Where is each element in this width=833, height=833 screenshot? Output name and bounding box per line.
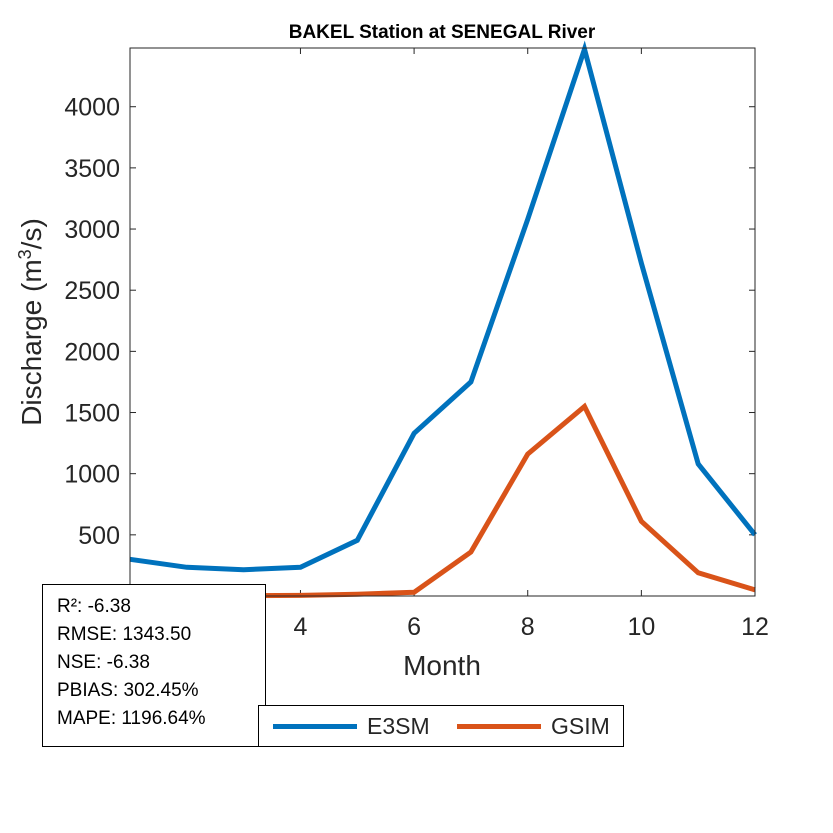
y-tick-label: 2000 (64, 338, 120, 366)
y-tick-label: 3000 (64, 216, 120, 244)
x-tick-label: 10 (627, 613, 655, 641)
legend-label-gsim: GSIM (551, 712, 610, 739)
axes-frame (129, 47, 756, 597)
x-tick-label: 4 (294, 613, 308, 641)
y-tick-label: 1500 (64, 400, 120, 428)
x-axis-label: Month (403, 650, 481, 681)
series-line-e3sm (129, 40, 757, 573)
y-tick-label: 1000 (64, 461, 120, 489)
y-tick-label: 4000 (64, 94, 120, 122)
chart-title: BAKEL Station at SENEGAL River (289, 22, 596, 43)
x-axis: 4 6 8 10 12 (294, 48, 769, 641)
legend-swatch-gsim (457, 723, 541, 729)
legend-swatch-e3sm (273, 723, 357, 729)
legend-item-gsim: GSIM (457, 706, 610, 746)
stat-nse: NSE: -6.38 (57, 652, 150, 673)
x-tick-label: 8 (521, 613, 535, 641)
stat-mape: MAPE: 1196.64% (57, 708, 206, 729)
statistics-box: R²: -6.38 RMSE: 1343.50 NSE: -6.38 PBIAS… (42, 584, 266, 747)
y-tick-label: 2500 (64, 277, 120, 305)
x-tick-label: 12 (741, 613, 769, 641)
x-tick-label: 6 (407, 613, 421, 641)
stat-r2: R²: -6.38 (57, 596, 131, 617)
plot-area (129, 40, 757, 599)
legend-label-e3sm: E3SM (367, 712, 430, 739)
y-axis: 500 1000 1500 2000 2500 3000 3500 4000 (64, 94, 755, 550)
stat-rmse: RMSE: 1343.50 (57, 624, 192, 645)
y-tick-label: 500 (78, 522, 120, 550)
y-axis-label: Discharge (m3/s) (15, 218, 47, 426)
stat-pbias: PBIAS: 302.45% (57, 680, 199, 701)
y-tick-label: 3500 (64, 155, 120, 183)
legend-item-e3sm: E3SM (273, 706, 430, 746)
legend: E3SM GSIM (258, 705, 624, 747)
